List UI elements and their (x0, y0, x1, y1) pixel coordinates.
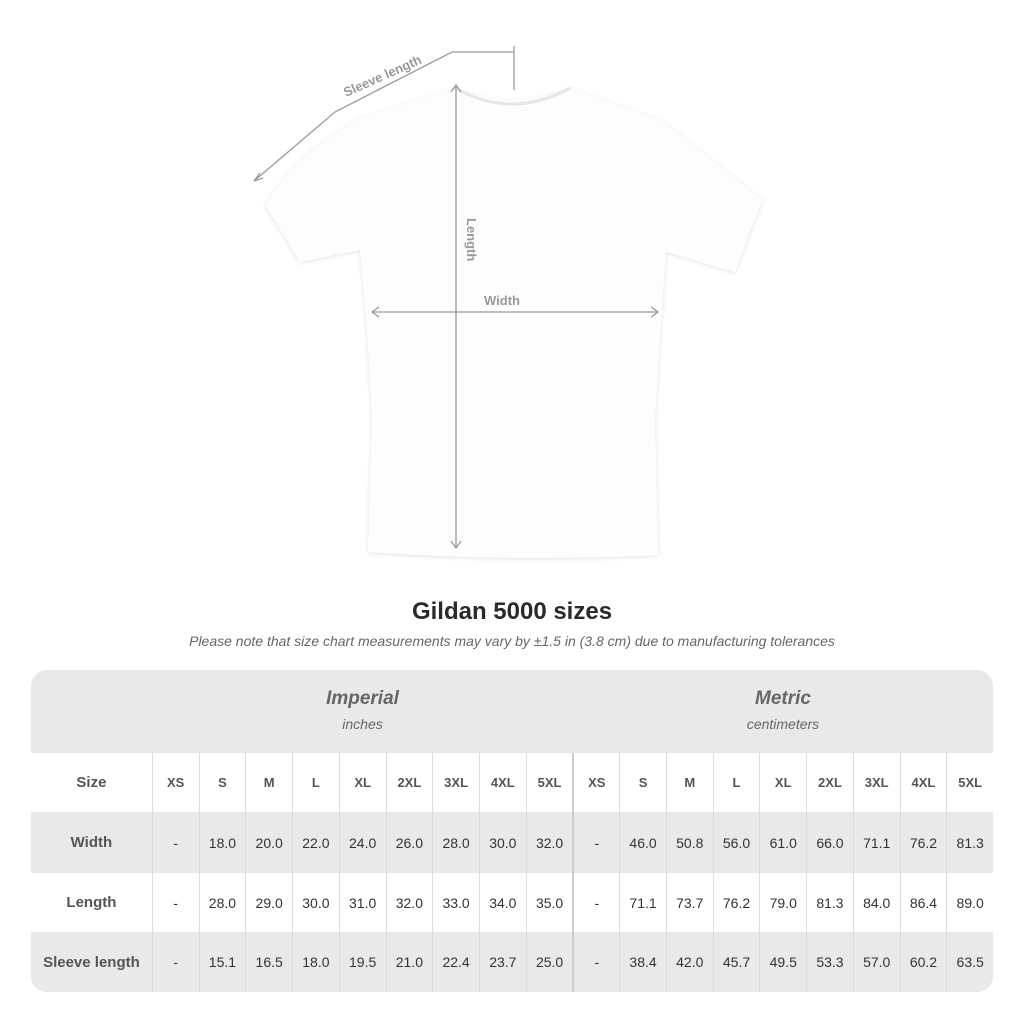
imperial-cell: 28.0 (198, 873, 246, 932)
imperial-cell: - (151, 932, 199, 992)
imperial-cell: 15.1 (198, 932, 246, 992)
metric-cell: 89.0 (946, 873, 993, 932)
imperial-cell: 33.0 (432, 873, 479, 932)
imperial-cell: L (292, 753, 339, 812)
imperial-cell: 34.0 (478, 873, 526, 932)
imperial-cell: 18.0 (292, 932, 339, 992)
metric-cell: 84.0 (852, 873, 900, 932)
imperial-cell: M (245, 753, 292, 812)
imperial-cell: 5XL (525, 753, 573, 812)
metric-cell: S (619, 753, 666, 812)
imperial-cell: XL (338, 753, 386, 812)
imperial-cell: 20.0 (245, 812, 292, 873)
imperial-cell: 21.0 (385, 932, 433, 992)
metric-cell: 76.2 (712, 873, 760, 932)
metric-cell: - (572, 812, 619, 873)
metric-cell: L (712, 753, 760, 812)
imperial-cell: 18.0 (198, 812, 246, 873)
table-row: Sleeve length -15.1 16.5 18.0 19.5 21.0 22.4 23… (31, 932, 993, 992)
imperial-cell: 29.0 (245, 873, 292, 932)
metric-cell: 53.3 (806, 932, 853, 992)
metric-cell: 76.2 (899, 812, 947, 873)
imperial-cell: 30.0 (478, 812, 526, 873)
width-label: Width (484, 293, 520, 308)
metric-cell: 86.4 (899, 873, 947, 932)
imperial-cell: XS (151, 753, 199, 812)
metric-cell: 5XL (946, 753, 993, 812)
metric-cell: 56.0 (712, 812, 760, 873)
imperial-cell: 26.0 (385, 812, 433, 873)
imperial-cell: 32.0 (385, 873, 433, 932)
imperial-cell: 28.0 (432, 812, 479, 873)
table-row: Length -28.0 29.0 30.0 31.0 32.0 33.0 34.0 35.0-… (31, 873, 993, 932)
imperial-cell: S (198, 753, 246, 812)
imperial-cell: 24.0 (338, 812, 386, 873)
metric-cell: 57.0 (852, 932, 900, 992)
imperial-cell: 3XL (432, 753, 479, 812)
imperial-cell: 23.7 (478, 932, 526, 992)
metric-cell: 2XL (806, 753, 853, 812)
metric-cell: 45.7 (712, 932, 760, 992)
metric-cell: 66.0 (806, 812, 853, 873)
metric-cell: 81.3 (946, 812, 993, 873)
imperial-cell: 22.4 (432, 932, 479, 992)
metric-cell: XS (572, 753, 619, 812)
imperial-cell: 32.0 (525, 812, 573, 873)
metric-cell: 50.8 (665, 812, 713, 873)
imperial-cell: - (151, 812, 199, 873)
metric-cell: 71.1 (852, 812, 900, 873)
metric-cell: 4XL (899, 753, 947, 812)
metric-cell: XL (759, 753, 806, 812)
metric-cell: 46.0 (619, 812, 666, 873)
row-label: Size (31, 753, 152, 812)
imperial-cell: 19.5 (338, 932, 386, 992)
imperial-header: Imperial inches (152, 670, 573, 753)
size-header-row: Size XS S M L XL 2XL 3XL 4XL 5XL XS S M L XL 2XL 3XL 4XL 5… (31, 753, 993, 812)
metric-cell: 81.3 (806, 873, 853, 932)
metric-cell: 79.0 (759, 873, 806, 932)
length-measure-line (450, 83, 462, 550)
metric-cell: 73.7 (665, 873, 713, 932)
metric-cell: 63.5 (946, 932, 993, 992)
imperial-cell: 25.0 (525, 932, 573, 992)
metric-title: Metric (755, 688, 811, 709)
metric-cell: 49.5 (759, 932, 806, 992)
metric-cell: 61.0 (759, 812, 806, 873)
row-label: Width (31, 812, 152, 873)
metric-cell: - (572, 873, 619, 932)
imperial-cell: 22.0 (292, 812, 339, 873)
row-label: Length (31, 873, 152, 932)
metric-cell: M (665, 753, 713, 812)
metric-unit: centimeters (746, 716, 820, 732)
tshirt-shape (265, 88, 762, 558)
metric-cell: 38.4 (619, 932, 666, 992)
tolerance-note: Please note that size chart measurements… (189, 633, 835, 649)
width-measure-line (370, 306, 660, 318)
imperial-cell: 35.0 (525, 873, 573, 932)
sleeve-length-label: Sleeve length (341, 52, 424, 100)
metric-cell: 3XL (852, 753, 900, 812)
metric-header: Metric centimeters (573, 670, 993, 753)
length-label: Length (464, 218, 479, 261)
imperial-unit: inches (342, 716, 383, 732)
size-table: Imperial inches Metric centimeters Size X… (31, 670, 993, 992)
metric-cell: - (572, 932, 619, 992)
imperial-cell: 30.0 (292, 873, 339, 932)
imperial-cell: 31.0 (338, 873, 386, 932)
metric-cell: 60.2 (899, 932, 947, 992)
imperial-cell: 4XL (478, 753, 526, 812)
sleeve-measure-line (253, 46, 515, 182)
row-label: Sleeve length (31, 932, 152, 992)
imperial-cell: 16.5 (245, 932, 292, 992)
table-row: Width -18.0 20.0 22.0 24.0 26.0 28.0 30.0 32.0-4… (31, 812, 993, 873)
page-title: Gildan 5000 sizes (411, 598, 613, 625)
metric-cell: 71.1 (619, 873, 666, 932)
tshirt-diagram: Sleeve length Length Width (253, 46, 762, 558)
imperial-title: Imperial (326, 688, 399, 709)
imperial-cell: - (151, 873, 199, 932)
imperial-cell: 2XL (385, 753, 433, 812)
metric-cell: 42.0 (665, 932, 713, 992)
